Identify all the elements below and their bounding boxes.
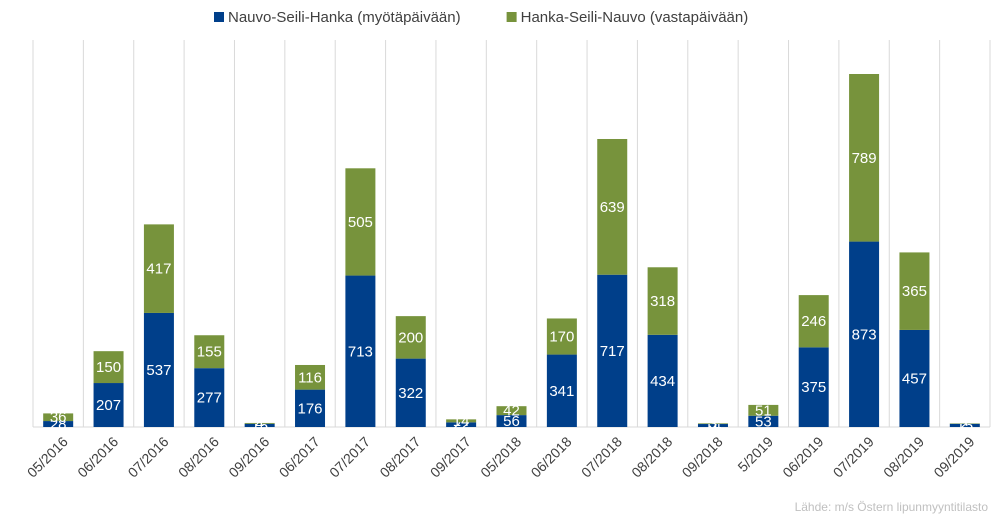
x-tick-label: 08/2017	[376, 433, 423, 480]
x-tick-label: 08/2018	[628, 433, 675, 480]
x-tick-label: 07/2019	[830, 433, 877, 480]
bar-segment	[949, 423, 980, 427]
x-tick-label: 09/2018	[679, 433, 726, 480]
data-label: 176	[298, 400, 323, 417]
legend-swatch	[506, 12, 517, 22]
bar-segment	[748, 404, 779, 416]
legend-swatch	[214, 12, 224, 22]
data-label: 713	[348, 343, 373, 360]
source: Lähde: m/s Östern lipunmyyntitilasto	[795, 500, 989, 514]
x-tick-label: 06/2016	[74, 433, 121, 480]
legend-label: Nauvo-Seili-Hanka (myötäpäivään)	[228, 9, 461, 26]
bar-segment	[295, 364, 326, 390]
bar-segment	[748, 415, 779, 427]
bar-segment	[798, 295, 829, 348]
data-label: 2	[961, 416, 969, 433]
data-label: 417	[146, 261, 171, 278]
bar-segment	[345, 168, 376, 276]
data-label: 873	[852, 326, 877, 343]
data-label: 51	[755, 402, 772, 419]
x-tick-label: 05/2018	[477, 433, 524, 480]
bar-segment	[546, 318, 577, 355]
bar-segment	[244, 423, 275, 427]
data-label: 322	[398, 385, 423, 402]
data-label: 277	[197, 390, 222, 407]
x-tick-label: 08/2016	[175, 433, 222, 480]
bar-segment	[345, 275, 376, 427]
x-tick-label: 09/2019	[930, 433, 977, 480]
x-tick-label: 07/2016	[125, 433, 172, 480]
data-label: 639	[600, 199, 625, 216]
legend-label: Hanka-Seili-Nauvo (vastapäivään)	[521, 9, 749, 26]
bar-segment	[496, 415, 527, 427]
x-tick-label: 5/2019	[734, 433, 776, 475]
bar-segment	[395, 358, 426, 427]
data-label: 15	[956, 417, 973, 434]
x-tick-label: 07/2017	[326, 433, 373, 480]
data-label: 537	[146, 362, 171, 379]
data-label: 341	[549, 383, 574, 400]
bar-segment	[93, 351, 124, 384]
bar-segment	[43, 421, 74, 427]
bar-segment	[798, 347, 829, 427]
data-label: 318	[650, 293, 675, 310]
bar-segment	[395, 316, 426, 359]
data-label: 56	[503, 413, 520, 430]
bar-segment	[647, 267, 678, 335]
data-label: 15	[251, 417, 268, 434]
x-tick-label: 09/2017	[427, 433, 474, 480]
bar-segment	[194, 335, 225, 369]
bar-segment	[849, 74, 880, 242]
bar-segment	[597, 138, 628, 275]
data-label: 505	[348, 214, 373, 231]
x-tick-label: 05/2016	[24, 433, 71, 480]
bar-segment	[446, 419, 477, 423]
data-label: 4	[255, 415, 263, 432]
data-label: 434	[650, 373, 675, 390]
data-label: 246	[801, 313, 826, 330]
data-label: 150	[96, 359, 121, 376]
data-label: 207	[96, 397, 121, 414]
x-tick-label: 06/2018	[528, 433, 575, 480]
bar-segment	[143, 224, 174, 313]
bar-segment	[244, 422, 275, 424]
bar-segment	[43, 413, 74, 422]
bar-segment	[93, 383, 124, 427]
bar-segment	[697, 424, 728, 427]
bar-segment	[546, 354, 577, 427]
data-label: 42	[503, 403, 520, 420]
x-tick-label: 07/2018	[578, 433, 625, 480]
bar-segment	[143, 312, 174, 427]
bar-segment	[697, 423, 728, 425]
data-label: 457	[902, 370, 927, 387]
data-label: 14	[453, 413, 470, 430]
bar-segment	[899, 329, 930, 427]
data-label: 116	[298, 369, 322, 386]
bar-segment	[647, 334, 678, 427]
bar-segment	[194, 368, 225, 427]
data-label: 53	[755, 413, 772, 430]
data-label: 200	[398, 329, 423, 346]
x-tick-label: 06/2019	[779, 433, 826, 480]
data-label: 36	[50, 409, 67, 426]
x-tick-label: 09/2016	[225, 433, 272, 480]
bar-segment	[899, 252, 930, 330]
data-label: 789	[852, 150, 877, 167]
data-label: 170	[549, 328, 574, 345]
bar-segment	[496, 406, 527, 416]
bar-segment	[295, 389, 326, 427]
bar-segment	[597, 274, 628, 427]
data-label: 3	[709, 416, 717, 433]
x-tick-label: 08/2019	[880, 433, 927, 480]
data-label: 365	[902, 283, 927, 300]
data-label: 155	[197, 344, 222, 361]
data-label: 717	[600, 343, 625, 360]
data-label: 375	[801, 379, 826, 396]
x-tick-label: 06/2017	[276, 433, 323, 480]
bar-segment	[446, 422, 477, 427]
bar-segment	[849, 241, 880, 427]
data-label: 14	[705, 417, 722, 434]
